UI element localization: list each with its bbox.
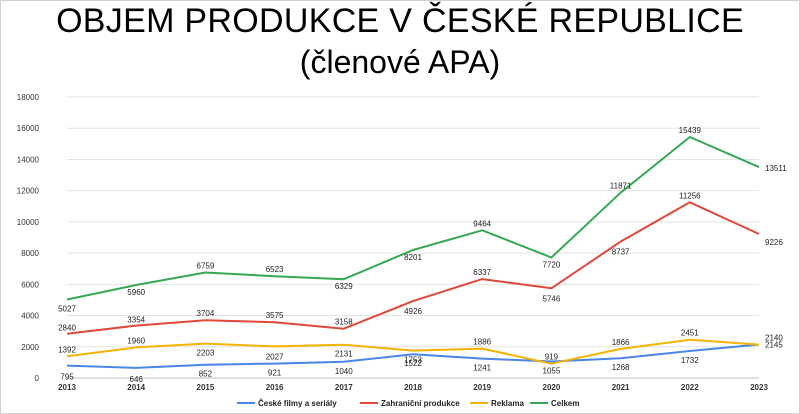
y-tick-label: 8000 [21,249,39,258]
data-label: 921 [268,369,282,378]
data-label: 5746 [543,294,561,303]
y-tick-label: 16000 [17,124,40,133]
data-label: 15439 [679,126,702,135]
data-label: 795 [60,373,74,382]
data-label: 8201 [404,253,422,262]
series-line [66,338,760,365]
data-label: 3354 [127,316,145,325]
data-label: 2027 [266,352,284,361]
data-label: 4926 [404,307,422,316]
data-label: 1753 [404,356,422,365]
y-tick-label: 12000 [17,187,40,196]
x-tick-label: 2023 [750,383,768,392]
data-label: 1392 [58,345,76,354]
data-label: 919 [545,353,559,362]
y-tick-label: 14000 [17,155,40,164]
x-tick-label: 2017 [335,383,353,392]
data-label: 9226 [765,238,783,247]
data-label: 6329 [335,282,353,291]
data-label: 2451 [681,329,699,338]
legend-entry: České filmy a seriály [258,399,337,408]
x-tick-label: 2014 [127,383,145,392]
data-label: 5960 [127,288,145,297]
data-label: 8737 [612,248,630,257]
data-label: 13511 [765,164,787,173]
x-tick-label: 2022 [681,383,699,392]
series-line [66,136,760,301]
data-label: 1040 [335,367,353,376]
data-label: 6759 [197,261,215,270]
data-label: 3704 [197,309,215,318]
data-label: 7720 [543,260,561,269]
data-label: 2145 [765,341,783,350]
x-tick-label: 2021 [612,383,630,392]
data-label: 1960 [127,336,145,345]
y-tick-label: 6000 [21,280,39,289]
x-tick-label: 2015 [197,383,215,392]
x-tick-label: 2018 [404,383,422,392]
series-line [66,201,760,335]
data-label: 11256 [679,191,701,200]
y-tick-label: 18000 [17,93,40,102]
x-tick-label: 2016 [266,383,284,392]
data-label: 2140 [765,334,783,343]
data-label: 1886 [473,338,491,347]
y-tick-label: 10000 [17,218,40,227]
legend-entry: Reklama [491,399,524,408]
data-label: 2203 [197,349,215,358]
y-tick-label: 0 [35,374,40,383]
data-label: 1268 [612,363,630,372]
y-tick-label: 4000 [21,312,39,321]
series-line [66,343,760,369]
data-label: 6337 [473,268,491,277]
x-tick-label: 2020 [543,383,561,392]
chart-subtitle: (členové APA) [299,44,501,80]
x-tick-label: 2013 [58,383,76,392]
data-label: 3575 [266,311,284,320]
data-label: 5027 [58,305,76,314]
data-label: 1055 [543,367,561,376]
data-label: 646 [130,375,144,384]
data-label: 3158 [335,318,353,327]
data-label: 9464 [473,219,491,228]
data-label: 852 [199,370,213,379]
data-label: 2840 [58,324,76,333]
y-tick-label: 2000 [21,343,39,352]
data-label: 1732 [681,356,699,365]
data-label: 11871 [610,182,632,191]
data-label: 1866 [612,338,630,347]
legend-entry: Zahraniční produkce [381,399,460,408]
chart-title: OBJEM PRODUKCE V ČESKÉ REPUBLICE [56,2,744,40]
legend-entry: Celkem [551,399,579,408]
data-label: 1241 [473,364,491,373]
data-label: 6523 [266,265,284,274]
x-tick-label: 2019 [473,383,491,392]
data-label: 2131 [335,350,353,359]
data-label: 1522 [404,359,422,368]
